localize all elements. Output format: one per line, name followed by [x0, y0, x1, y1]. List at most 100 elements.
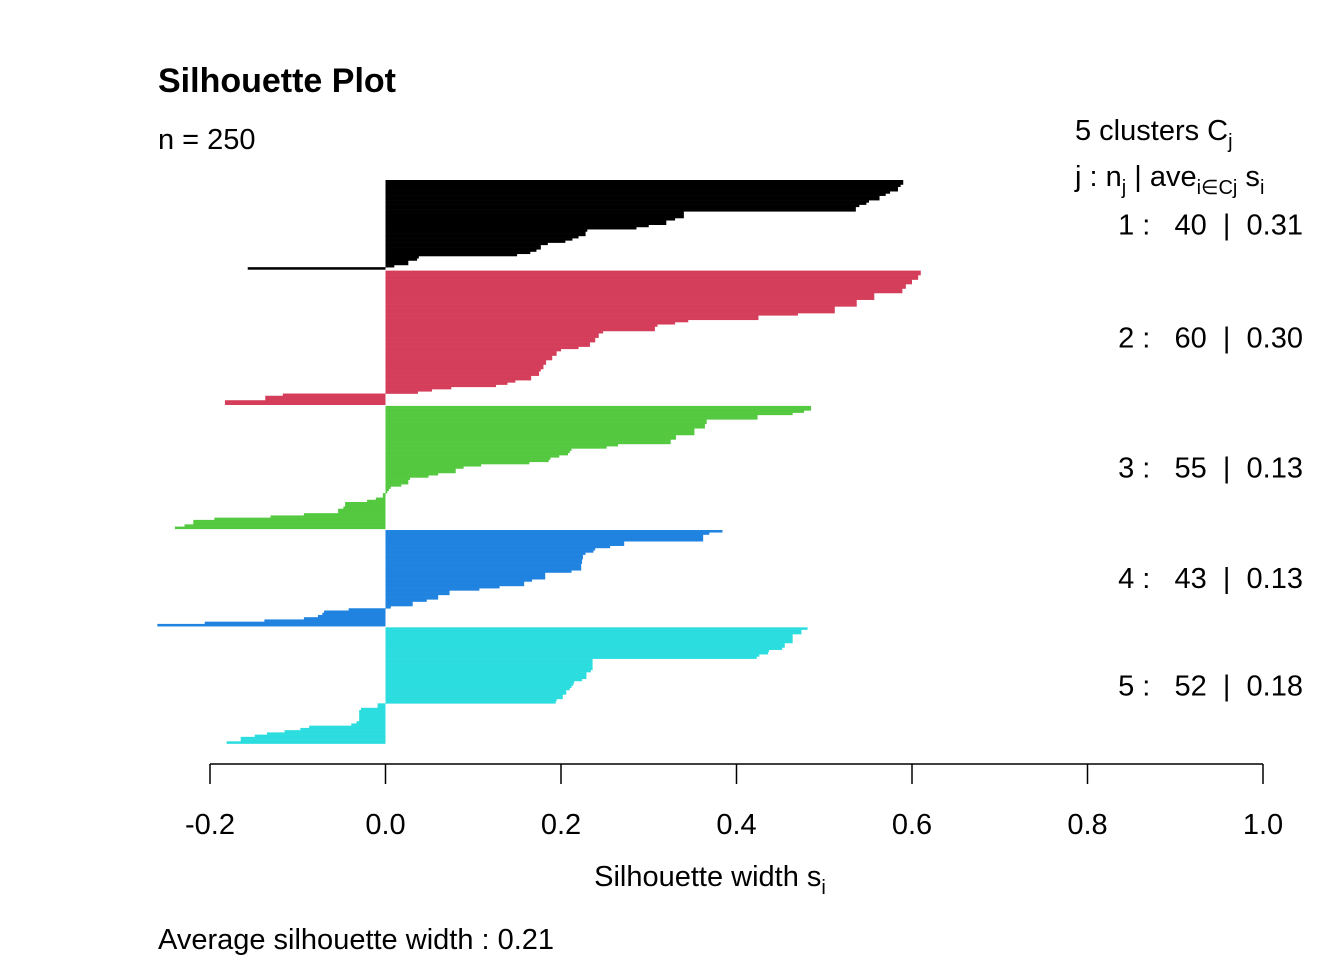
silhouette-bar	[385, 645, 785, 648]
chart-subtitle: n = 250	[158, 124, 256, 156]
silhouette-bar	[385, 631, 802, 635]
silhouette-bar	[385, 353, 557, 356]
x-tick-label: 1.0	[1243, 809, 1283, 841]
cluster-label-5: 5 : 52 | 0.18	[1118, 670, 1303, 702]
silhouette-bar	[385, 701, 556, 704]
silhouette-bar	[385, 446, 607, 449]
silhouette-bar	[385, 333, 599, 336]
silhouette-bar	[385, 563, 582, 567]
silhouette-bar	[385, 534, 704, 538]
silhouette-bar	[385, 627, 808, 630]
silhouette-bar	[385, 466, 464, 469]
silhouette-bar	[382, 493, 386, 496]
silhouette-bar	[247, 267, 386, 270]
legend-header-1-text: 5 clusters C	[1075, 115, 1228, 147]
silhouette-bar	[385, 251, 531, 255]
silhouette-bar	[385, 229, 588, 232]
silhouette-bar	[385, 434, 676, 438]
silhouette-bar	[385, 315, 759, 318]
silhouette-bar	[385, 461, 530, 465]
silhouette-bar	[240, 736, 386, 740]
silhouette-bar	[385, 588, 480, 591]
silhouette-bar	[385, 288, 903, 292]
cluster-labels: 1 : 40 | 0.31 2 : 60 | 0.30 3 : 55 | 0.13 4…	[1118, 210, 1303, 703]
legend-header-1-sub: j	[1227, 131, 1232, 153]
silhouette-bar	[338, 510, 386, 514]
silhouette-bar	[385, 213, 684, 217]
silhouette-bar	[322, 612, 386, 616]
silhouette-bar	[385, 685, 572, 688]
silhouette-bar	[385, 360, 547, 363]
silhouette-bar	[385, 674, 587, 677]
silhouette-bar	[385, 680, 575, 684]
silhouette-bar	[385, 410, 805, 413]
silhouette-bar	[385, 606, 391, 609]
silhouette-bar	[385, 209, 856, 212]
silhouette-bar	[385, 597, 439, 600]
silhouette-bar	[367, 499, 386, 503]
silhouette-bar	[385, 428, 695, 431]
silhouette-bar	[385, 439, 671, 442]
silhouette-bar	[385, 348, 561, 352]
x-axis: -0.2 0.0 0.2 0.4 0.6 0.8 1.0	[185, 763, 1283, 841]
silhouette-bar	[385, 538, 704, 542]
silhouette-bar	[375, 497, 386, 501]
silhouette-bar	[385, 554, 583, 558]
silhouette-bar	[385, 532, 710, 535]
x-axis-label-sym: s	[807, 861, 822, 893]
silhouette-bar	[385, 368, 541, 372]
silhouette-bar	[385, 200, 870, 203]
silhouette-bar	[385, 412, 793, 416]
silhouette-bar	[385, 249, 537, 252]
silhouette-bar	[282, 393, 386, 397]
silhouette-bar	[385, 222, 667, 225]
silhouette-bar	[224, 400, 386, 403]
silhouette-bar	[193, 519, 386, 523]
silhouette-bar	[385, 647, 783, 650]
silhouette-bar	[385, 547, 596, 551]
silhouette-bar	[359, 714, 386, 718]
silhouette-bar	[385, 441, 671, 445]
x-axis-label: Silhouette width si	[594, 861, 826, 899]
silhouette-bar	[385, 233, 586, 237]
silhouette-bar	[385, 286, 906, 289]
silhouette-bar	[385, 479, 409, 483]
silhouette-bar	[385, 408, 812, 411]
silhouette-bar	[385, 556, 583, 560]
silhouette-bar	[385, 579, 533, 582]
silhouette-bar	[385, 322, 676, 325]
silhouette-bar	[284, 730, 386, 733]
silhouette-bar	[385, 224, 649, 228]
silhouette-bar	[385, 211, 684, 214]
silhouette-bar	[264, 619, 386, 622]
silhouette-bar	[385, 678, 583, 682]
x-tick-label: -0.2	[185, 809, 235, 841]
x-axis-label-sub: i	[821, 877, 825, 899]
silhouette-bar	[157, 623, 386, 627]
silhouette-bar	[385, 689, 567, 693]
silhouette-bar	[385, 561, 583, 564]
legend-header-2: j : nj | avei∈Cj si	[1074, 161, 1264, 199]
silhouette-bar	[385, 552, 586, 555]
silhouette-bar	[385, 364, 544, 368]
silhouette-bar	[385, 572, 546, 576]
silhouette-bar	[303, 513, 386, 516]
silhouette-bar	[385, 217, 676, 221]
silhouette-bar	[385, 184, 901, 188]
silhouette-bar	[385, 459, 549, 463]
silhouette-bar	[184, 524, 386, 527]
silhouette-bar	[385, 629, 802, 633]
silhouette-bar	[351, 723, 386, 726]
silhouette-bar	[385, 328, 655, 332]
silhouette-bar	[385, 377, 532, 381]
silhouette-bar	[359, 712, 386, 715]
silhouette-bar	[385, 484, 402, 487]
silhouette-bar	[385, 371, 540, 374]
silhouette-bar	[385, 585, 500, 589]
silhouette-bar	[385, 260, 409, 263]
silhouette-bar	[385, 220, 667, 223]
silhouette-bar	[385, 235, 579, 239]
silhouette-bar	[385, 417, 758, 420]
silhouette-bar	[174, 526, 386, 530]
